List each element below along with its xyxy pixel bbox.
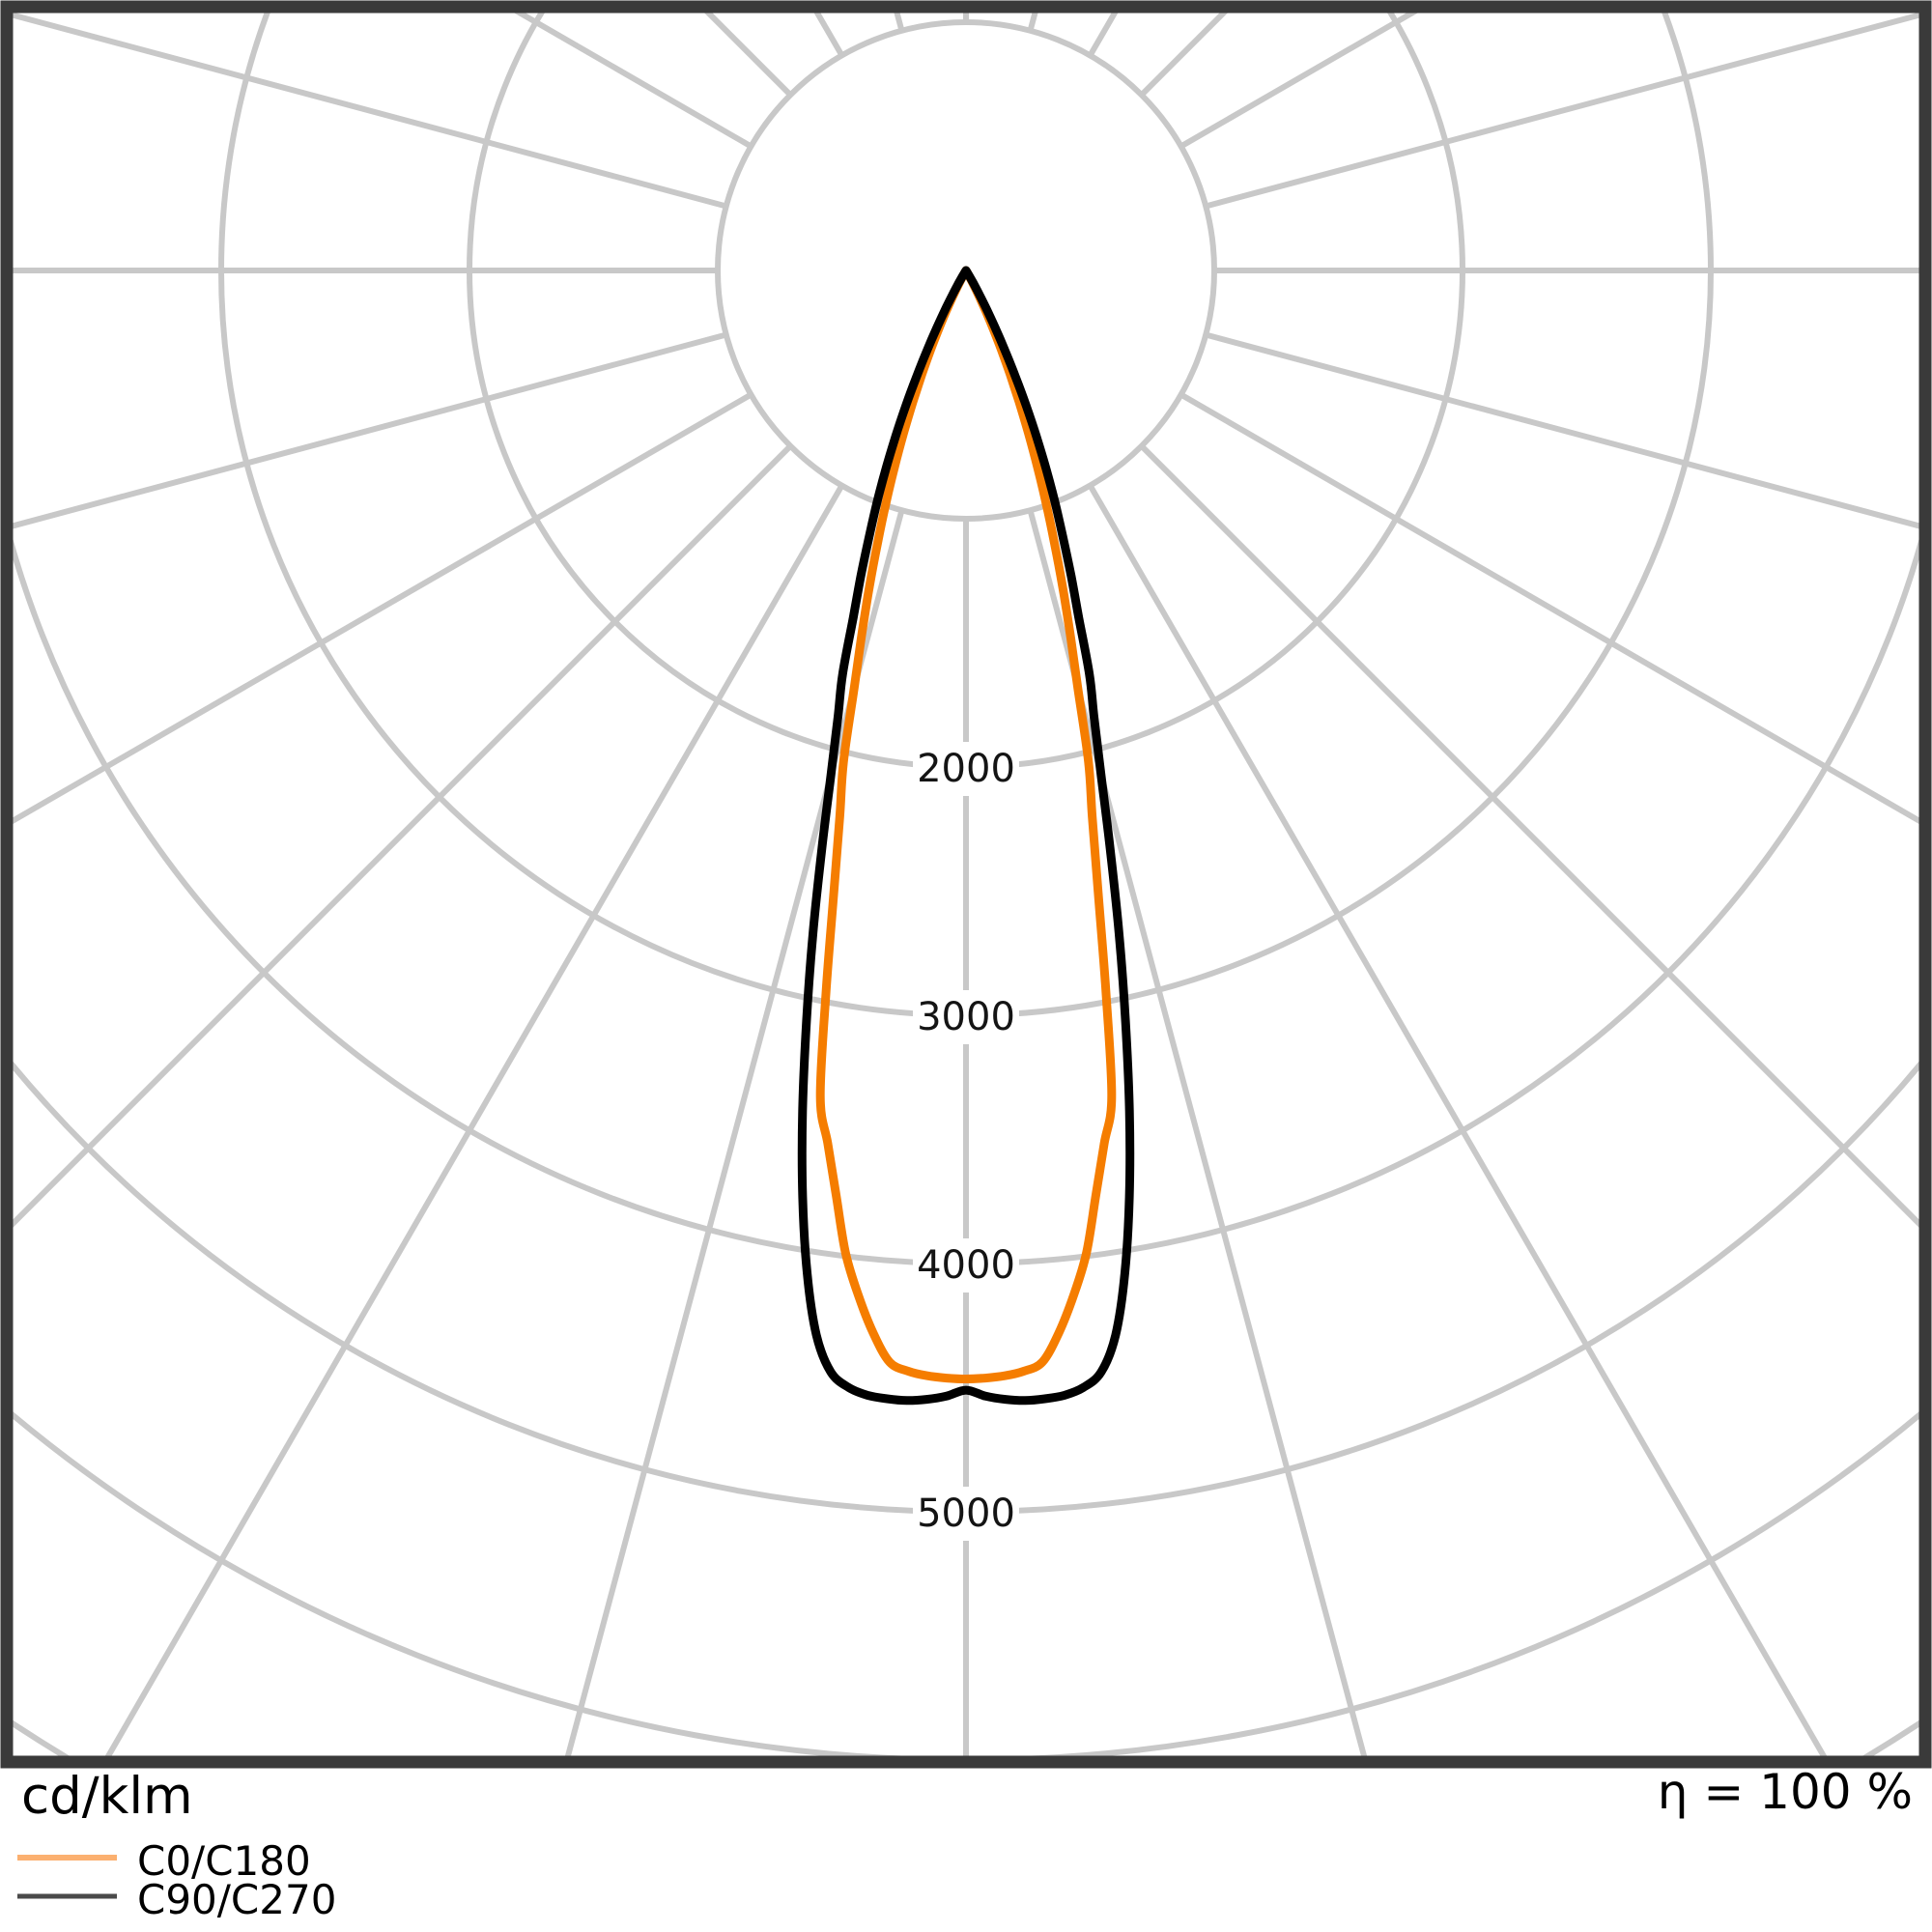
legend-label-c0-c180: C0/C180	[137, 1837, 311, 1885]
polar-spoke	[1205, 13, 1919, 210]
polar-spoke	[703, 13, 793, 98]
plot-border	[0, 0, 1932, 1769]
ring-label: 5000	[917, 1492, 1015, 1536]
ring-label-backing	[913, 1238, 1019, 1293]
polar-spoke	[564, 509, 905, 1756]
polar-spoke	[513, 13, 753, 150]
polar-spoke	[1139, 443, 1919, 1229]
polar-spoke	[13, 391, 753, 825]
polar-spoke	[1179, 13, 1419, 150]
efficiency-label: η = 100 %	[1658, 1764, 1913, 1820]
legend: C0/C180 C90/C270	[17, 1837, 336, 1923]
intensity-curves	[797, 266, 1135, 1406]
legend-label-c90-c270: C90/C270	[137, 1876, 336, 1923]
polar-spoke	[13, 13, 727, 210]
curve-c90-c270	[797, 266, 1135, 1406]
polar-spoke	[1139, 13, 1229, 98]
ring-label: 4000	[917, 1243, 1015, 1288]
polar-spoke	[13, 443, 793, 1229]
ring-label-backing	[913, 1487, 1019, 1541]
curve-c0-c180	[815, 266, 1117, 1383]
ring-labels: 2000 3000 4000 5000	[913, 742, 1019, 1541]
polar-spoke	[104, 484, 845, 1756]
polar-spoke	[13, 331, 727, 529]
polar-spoke	[1179, 391, 1919, 825]
ring-label-backing	[913, 990, 1019, 1044]
footer: cd/klm η = 100 % C0/C180 C90/C270	[17, 1764, 1913, 1923]
ring-label: 3000	[917, 995, 1015, 1039]
ring-label: 2000	[917, 747, 1015, 791]
polar-spoke	[1027, 509, 1368, 1756]
unit-label: cd/klm	[21, 1767, 193, 1826]
polar-spoke	[1205, 331, 1919, 529]
polar-spoke	[1087, 484, 1828, 1756]
ring-label-backing	[913, 742, 1019, 796]
